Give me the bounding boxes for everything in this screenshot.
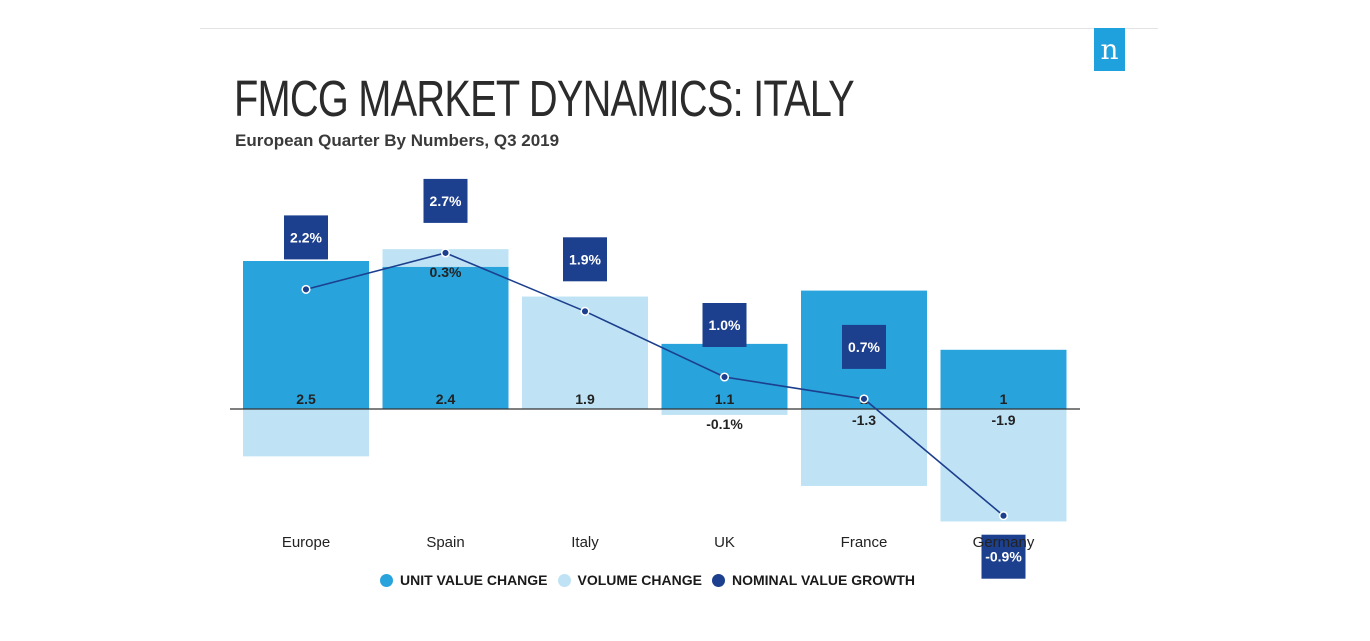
legend-swatch-nominal xyxy=(711,573,725,587)
nominal-point-uk xyxy=(719,372,730,382)
nominal-callout-box-europe xyxy=(284,215,328,260)
x-tick-label-europe: Europe xyxy=(282,534,330,551)
nominal-callout-label-uk: 1.0% xyxy=(709,317,741,333)
nominal-callout-box-germany xyxy=(981,534,1026,579)
nominal-point-italy xyxy=(580,306,590,316)
nominal-callout-label-europe: 2.2% xyxy=(290,229,322,245)
chart-subtitle: European Quarter By Numbers, Q3 2019 xyxy=(235,131,560,150)
x-tick-label-france: France xyxy=(841,534,888,551)
legend-label-volume: VOLUME CHANGE xyxy=(577,572,702,588)
legend-item-volume: VOLUME CHANGE xyxy=(557,572,702,588)
nominal-callout-label-germany: -0.9% xyxy=(985,549,1022,565)
volume-label-spain: 0.3% xyxy=(430,264,462,280)
legend: UNIT VALUE CHANGE VOLUME CHANGE NOMINAL … xyxy=(380,572,925,588)
nominal-point-europe xyxy=(301,284,311,294)
unit-value-label-uk: 1.1 xyxy=(715,391,735,407)
brand-logo: n xyxy=(1094,28,1125,71)
unit-value-bar-germany xyxy=(940,349,1067,409)
nominal-callout-box-uk xyxy=(702,303,747,347)
legend-item-nominal: NOMINAL VALUE GROWTH xyxy=(711,572,916,588)
volume-label-france: -1.3 xyxy=(852,412,876,428)
unit-value-label-europe: 2.5 xyxy=(296,391,316,407)
unit-value-label-germany: 1 xyxy=(1000,391,1008,407)
nominal-value-line xyxy=(305,252,1005,517)
legend-swatch-volume xyxy=(557,573,571,587)
x-axis-labels: Europe Spain Italy UK France Germany xyxy=(282,534,1035,551)
nominal-callout-label-italy: 1.9% xyxy=(569,251,601,267)
volume-label-italy: 1.9 xyxy=(575,391,595,407)
unit-value-bar-spain xyxy=(382,266,509,409)
legend-label-nominal: NOMINAL VALUE GROWTH xyxy=(731,572,916,588)
volume-bar-europe xyxy=(243,409,369,457)
nominal-callouts-layer: 2.2% 2.7% 1.9% 1.0% 0.7% -0.9% xyxy=(284,178,1026,579)
nominal-callout-box-italy xyxy=(563,237,607,282)
nominal-line-layer xyxy=(301,248,1009,521)
volume-label-germany: -1.9 xyxy=(991,412,1015,428)
legend-label-unit-value: UNIT VALUE CHANGE xyxy=(400,572,548,588)
x-tick-label-italy: Italy xyxy=(571,534,599,551)
volume-bar-france xyxy=(801,409,927,486)
x-tick-label-germany: Germany xyxy=(973,534,1035,551)
nominal-callout-box-spain xyxy=(423,178,468,223)
unit-value-bar-europe xyxy=(243,261,369,409)
bars-layer xyxy=(243,249,1067,522)
volume-bar-germany xyxy=(940,409,1067,522)
unit-value-label-spain: 2.4 xyxy=(436,391,456,407)
nominal-point-spain xyxy=(440,248,451,258)
nominal-callout-box-france xyxy=(842,324,886,369)
volume-bar-spain xyxy=(382,249,509,267)
nominal-point-france xyxy=(859,394,869,404)
legend-swatch-unit-value xyxy=(380,573,393,587)
x-tick-label-uk: UK xyxy=(714,534,735,551)
chart-title: FMCG MARKET DYNAMICS: ITALY xyxy=(234,70,855,127)
nominal-callout-label-spain: 2.7% xyxy=(430,193,462,209)
volume-bar-uk xyxy=(661,409,788,415)
nominal-callout-label-france: 0.7% xyxy=(848,339,880,355)
bar-labels-layer: 2.52.40.3%1.91.1-0.1%2-1.31-1.9 xyxy=(296,264,1016,432)
legend-item-unit-value: UNIT VALUE CHANGE xyxy=(380,572,548,588)
nominal-point-germany xyxy=(998,511,1009,521)
x-tick-label-spain: Spain xyxy=(426,534,464,551)
top-divider xyxy=(200,28,1158,29)
volume-label-uk: -0.1% xyxy=(706,416,743,432)
